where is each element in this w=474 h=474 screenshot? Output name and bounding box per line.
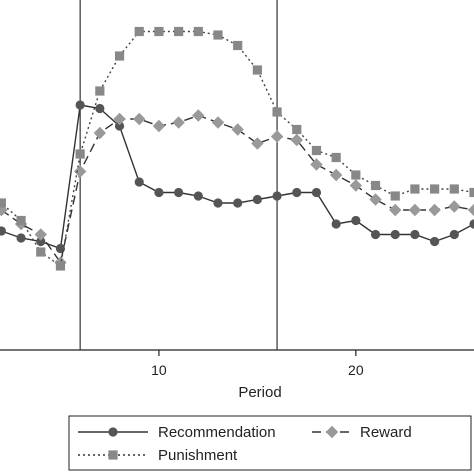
data-point-recommendation — [351, 215, 361, 226]
series-reward — [0, 109, 474, 269]
data-point-recommendation — [0, 226, 6, 236]
data-point-punishment — [292, 124, 302, 135]
legend-marker — [108, 427, 118, 437]
data-point-punishment — [430, 184, 440, 194]
data-point-recommendation — [174, 187, 184, 198]
data-point-punishment — [449, 184, 459, 194]
data-point-recommendation — [370, 229, 381, 240]
data-point-punishment — [213, 30, 223, 40]
data-point-punishment — [134, 26, 144, 37]
data-point-recommendation — [292, 187, 302, 198]
data-point-punishment — [16, 215, 26, 226]
data-point-recommendation — [213, 198, 223, 208]
data-point-punishment — [174, 26, 184, 37]
data-point-recommendation — [272, 191, 282, 201]
data-point-punishment — [331, 152, 341, 163]
data-point-punishment — [55, 261, 66, 271]
data-point-punishment — [410, 184, 420, 194]
series-line-reward — [0, 114, 474, 265]
data-point-recommendation — [95, 103, 105, 114]
data-point-recommendation — [331, 219, 341, 229]
data-point-punishment — [114, 51, 125, 61]
data-point-recommendation — [154, 187, 164, 198]
series-recommendation — [0, 100, 474, 254]
legend-item-recommendation: Recommendation — [78, 424, 276, 441]
series-layer — [0, 26, 474, 271]
legend-box — [68, 415, 472, 471]
data-point-reward — [329, 168, 343, 182]
data-point-recommendation — [449, 229, 459, 240]
data-point-punishment — [311, 145, 322, 156]
data-point-recommendation — [114, 121, 125, 131]
data-point-recommendation — [390, 229, 400, 240]
data-point-reward — [231, 123, 244, 136]
data-point-reward — [34, 228, 47, 241]
data-point-reward — [369, 193, 382, 206]
data-point-reward — [73, 165, 87, 178]
data-point-recommendation — [430, 236, 440, 247]
data-point-punishment — [193, 26, 203, 37]
legend-label: Reward — [360, 424, 412, 441]
legend-label: Recommendation — [158, 424, 276, 441]
data-point-reward — [448, 200, 461, 213]
data-point-reward — [270, 130, 284, 143]
legend-item-reward: Reward — [312, 424, 412, 441]
legend: Recommendation Reward Punishment — [68, 415, 472, 471]
data-point-punishment — [351, 170, 361, 180]
data-point-punishment — [233, 40, 243, 51]
data-point-recommendation — [75, 100, 85, 110]
series-line-punishment — [0, 30, 474, 268]
data-point-reward — [428, 203, 441, 217]
data-point-punishment — [390, 191, 400, 201]
legend-label: Punishment — [158, 447, 238, 464]
data-point-recommendation — [36, 236, 46, 247]
data-point-recommendation — [469, 219, 474, 229]
x-tick-label: 20 — [348, 362, 364, 378]
data-point-recommendation — [16, 233, 26, 243]
data-point-punishment — [154, 26, 164, 37]
data-point-reward — [192, 109, 205, 122]
data-point-punishment — [36, 247, 46, 257]
data-point-reward — [389, 203, 402, 217]
x-axis: 10 20 — [151, 350, 364, 378]
reference-lines — [79, 0, 278, 350]
data-point-recommendation — [410, 229, 420, 240]
x-axis-title: Period — [238, 384, 281, 401]
data-point-reward — [172, 116, 185, 129]
data-point-reward — [290, 133, 303, 147]
data-point-punishment — [75, 149, 85, 159]
data-point-punishment — [272, 107, 282, 117]
data-point-punishment — [252, 65, 262, 75]
data-point-recommendation — [193, 191, 203, 201]
data-point-reward — [211, 116, 225, 129]
data-point-reward — [113, 112, 126, 126]
data-point-reward — [349, 179, 363, 192]
data-point-reward — [152, 119, 166, 133]
data-point-reward — [310, 158, 323, 171]
legend-marker — [108, 450, 118, 460]
data-point-punishment — [469, 187, 474, 198]
legend-marker — [325, 425, 339, 439]
data-point-recommendation — [233, 198, 243, 208]
series-punishment — [0, 26, 474, 271]
data-point-punishment — [0, 198, 6, 208]
x-tick-label: 10 — [151, 362, 167, 378]
data-point-recommendation — [252, 194, 262, 205]
data-point-punishment — [95, 86, 105, 96]
data-point-punishment — [370, 180, 381, 191]
data-point-reward — [133, 112, 146, 126]
data-point-recommendation — [311, 187, 322, 198]
data-point-recommendation — [134, 177, 144, 187]
data-point-reward — [251, 137, 264, 150]
data-point-reward — [467, 203, 474, 217]
data-point-reward — [408, 203, 422, 217]
legend-item-punishment: Punishment — [78, 447, 238, 464]
data-point-reward — [93, 126, 107, 140]
